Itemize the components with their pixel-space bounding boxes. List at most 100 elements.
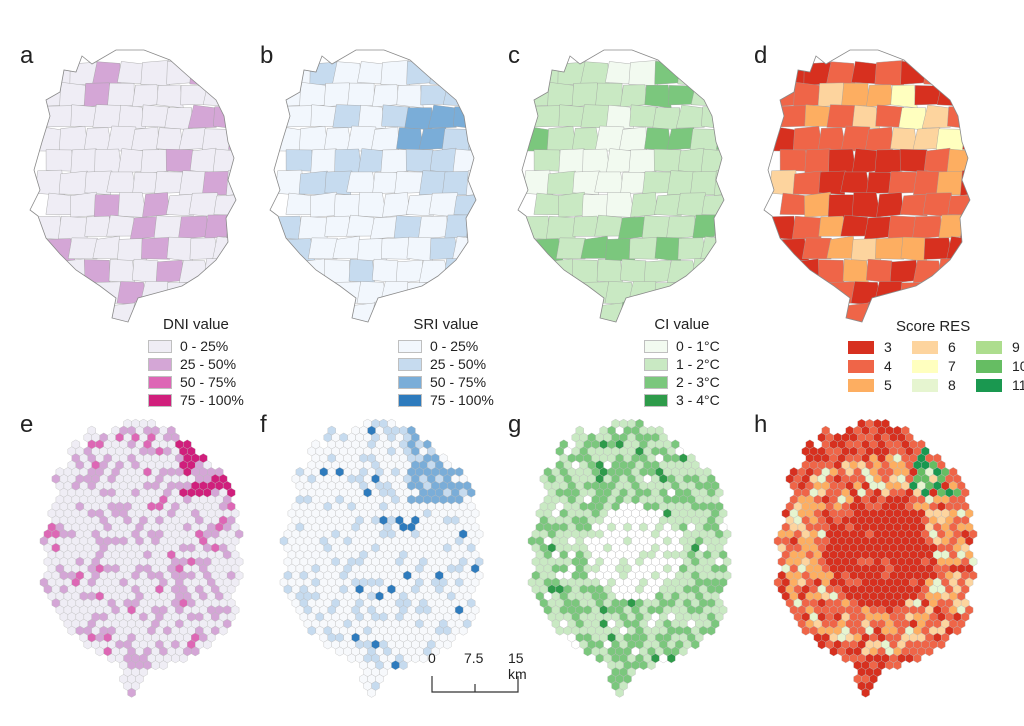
district: [379, 281, 410, 305]
panel-c-label: c: [508, 42, 520, 69]
district: [937, 258, 968, 283]
district: [691, 258, 722, 283]
district: [381, 237, 411, 260]
panel-g-label: g: [508, 411, 522, 438]
district: [653, 148, 682, 173]
district: [69, 282, 100, 304]
district: [396, 127, 424, 151]
district: [189, 60, 217, 86]
swatch: [644, 357, 668, 371]
district: [653, 282, 682, 306]
district: [227, 260, 236, 283]
swatch: [644, 339, 668, 353]
city-boundary: [517, 49, 725, 323]
district: [453, 281, 476, 306]
district: [212, 148, 236, 175]
city-boundary: [269, 49, 477, 323]
district: [604, 281, 636, 306]
district: [841, 82, 869, 108]
district: [779, 149, 809, 172]
hex-cell: [459, 625, 468, 636]
district: [239, 283, 260, 306]
district: [723, 236, 724, 260]
district: [866, 258, 893, 284]
district: [228, 126, 236, 150]
district: [652, 107, 681, 131]
district: [239, 106, 260, 130]
dni-hex-map: [39, 418, 244, 698]
district: [546, 215, 576, 240]
swatch: [848, 359, 874, 373]
district: [973, 106, 994, 130]
district: [276, 85, 303, 108]
district: [357, 192, 388, 218]
district: [605, 61, 633, 85]
hex-cell: [647, 660, 656, 671]
hex-cell: [953, 625, 962, 636]
district: [164, 107, 193, 131]
district: [166, 61, 194, 85]
district: [900, 61, 928, 85]
hex-cell: [443, 639, 452, 650]
district: [334, 148, 363, 174]
swatch: [848, 340, 874, 354]
district: [875, 237, 905, 260]
scale-label-end: 15 km: [508, 650, 527, 682]
hex-cell: [707, 625, 716, 636]
district: [826, 235, 856, 259]
district: [108, 259, 135, 284]
district: [58, 215, 88, 240]
hex-cell: [179, 653, 188, 664]
district: [644, 84, 672, 109]
district: [238, 193, 260, 215]
district: [130, 126, 159, 152]
district: [558, 148, 585, 174]
district: [178, 215, 209, 240]
district: [947, 105, 970, 130]
district: [35, 302, 65, 322]
district: [595, 82, 623, 108]
district: [851, 192, 882, 218]
district: [714, 170, 724, 196]
sri-district-map: [269, 49, 500, 323]
district: [466, 170, 476, 196]
swatch: [148, 339, 172, 353]
district: [226, 170, 236, 196]
district: [44, 280, 74, 305]
district: [479, 106, 500, 130]
legend-item: 6: [912, 339, 976, 355]
district: [802, 237, 832, 260]
hex-cell: [367, 687, 376, 698]
district: [898, 107, 927, 131]
dni-district-map: [29, 49, 260, 323]
district: [332, 104, 363, 129]
district: [84, 303, 113, 322]
district: [142, 192, 170, 218]
district: [596, 259, 623, 284]
district: [92, 104, 123, 129]
district: [298, 258, 329, 281]
hex-cell: [399, 660, 408, 671]
district: [605, 192, 636, 218]
district: [654, 61, 682, 85]
district: [34, 258, 63, 284]
scale-label-0: 0: [428, 650, 436, 666]
district: [132, 258, 159, 284]
district: [347, 82, 375, 108]
hex-cell: [219, 625, 228, 636]
district: [676, 192, 707, 218]
legend-item: 1 - 2°C: [644, 355, 720, 373]
ci-legend-title: CI value: [654, 316, 710, 333]
panel-e: e: [20, 395, 275, 705]
panel-f: f: [260, 395, 515, 705]
district: [465, 214, 476, 240]
district: [405, 148, 434, 173]
district: [826, 104, 857, 129]
district: [701, 281, 724, 306]
hex-cell: [913, 653, 922, 664]
district: [642, 171, 673, 194]
hex-cell: [893, 660, 902, 671]
hex-cell: [159, 660, 168, 671]
legend-item: 10: [976, 358, 1024, 374]
district: [285, 192, 313, 215]
